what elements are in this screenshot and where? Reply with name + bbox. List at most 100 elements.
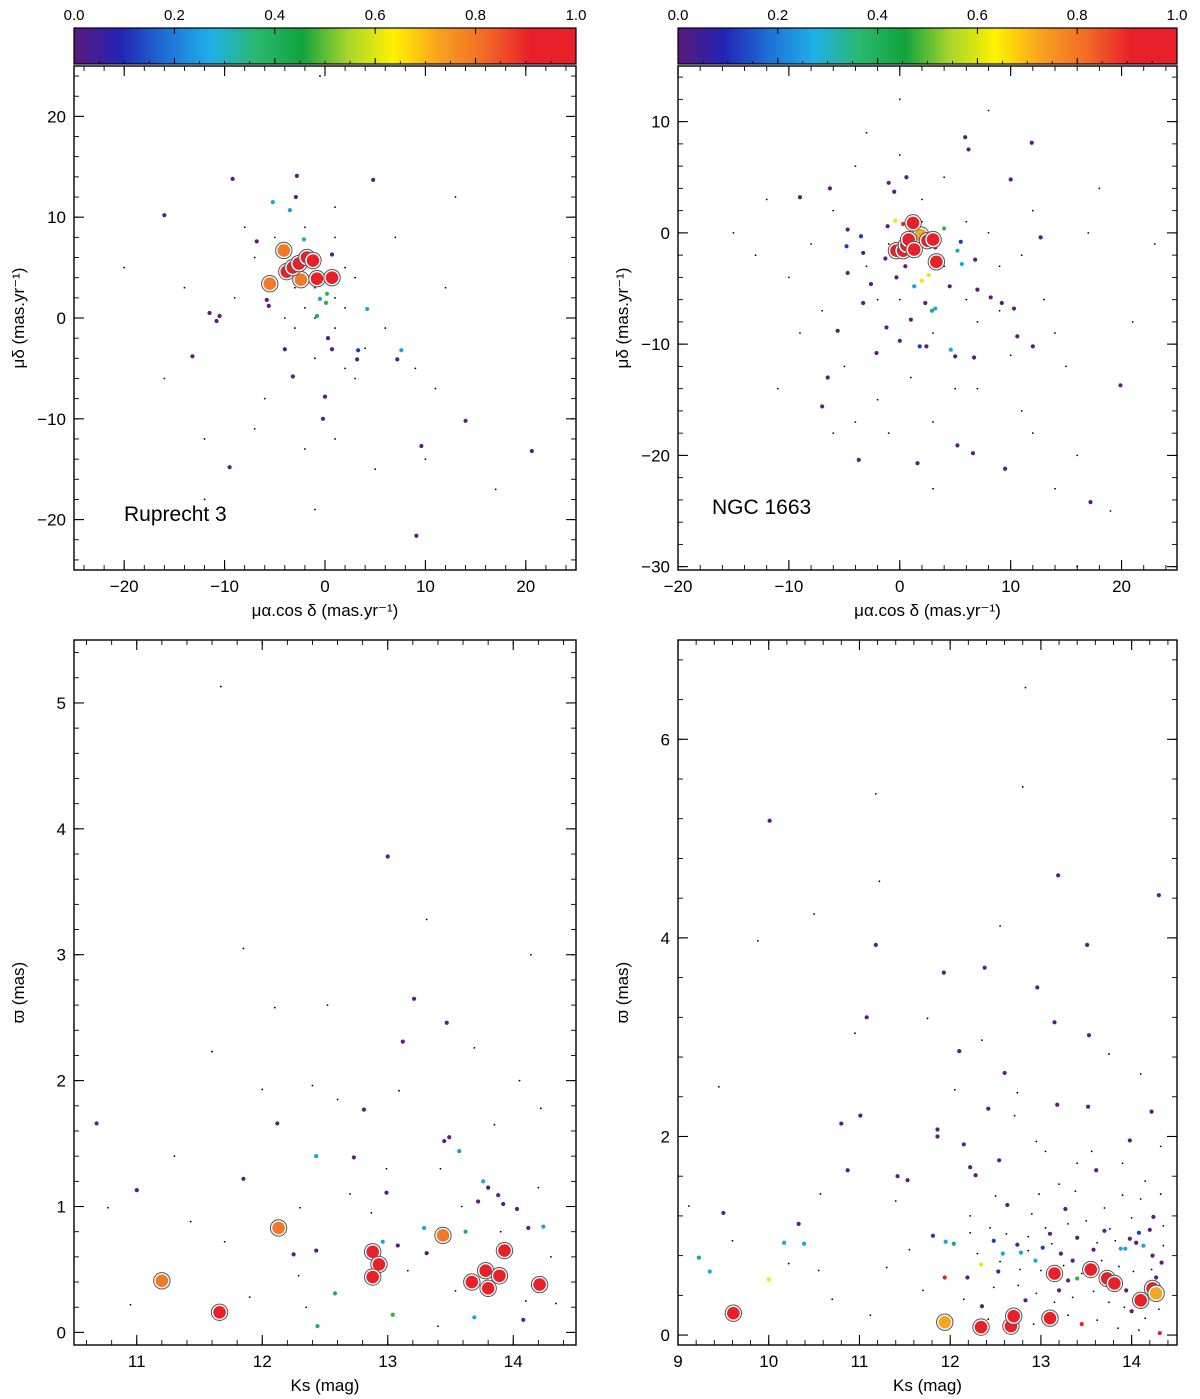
member-star	[907, 243, 921, 256]
background-star	[885, 1266, 888, 1269]
colorbar-tick-label: 0.8	[465, 7, 486, 24]
background-star	[273, 236, 276, 239]
background-star	[1067, 1314, 1070, 1317]
star-point	[917, 344, 922, 349]
star-point	[442, 1138, 447, 1144]
background-star	[454, 196, 457, 198]
star-point	[463, 1229, 468, 1234]
background-star	[1020, 254, 1023, 257]
star-point	[1127, 1236, 1132, 1241]
colorbar-1: 0.0 0.2 0.4 0.6 0.8 1.0	[668, 7, 1187, 65]
member-star	[906, 216, 920, 230]
star-point	[1075, 1276, 1080, 1281]
star-point	[486, 1185, 491, 1190]
background-star	[999, 925, 1001, 927]
x-tick-label: 10	[1001, 577, 1020, 596]
background-star	[524, 1300, 527, 1302]
x-tick-label: 12	[253, 1352, 272, 1371]
star-point	[942, 1275, 947, 1280]
member-star	[306, 254, 320, 267]
background-star	[999, 1260, 1001, 1263]
background-star	[439, 1167, 442, 1170]
background-star	[1076, 1162, 1079, 1165]
star-point	[419, 443, 424, 449]
star-point	[390, 1312, 395, 1317]
background-star	[810, 243, 812, 245]
star-point	[999, 300, 1004, 306]
colorbar-tick-label: 0.4	[264, 7, 285, 24]
member-star	[1048, 1267, 1061, 1280]
star-point	[1033, 1258, 1038, 1263]
background-star	[437, 1325, 439, 1328]
star-point	[481, 1179, 486, 1184]
star-point	[845, 270, 850, 276]
colorbar-rect	[73, 27, 577, 65]
background-star	[394, 236, 397, 239]
star-point	[323, 300, 329, 305]
star-point	[963, 135, 968, 140]
data-points	[687, 686, 1165, 1336]
star-point	[1029, 140, 1034, 145]
background-star	[499, 1230, 502, 1233]
background-star	[1019, 1268, 1021, 1271]
plot-frame	[73, 65, 577, 571]
background-star	[1096, 1319, 1099, 1322]
background-star	[1109, 510, 1112, 512]
star-point	[291, 1252, 296, 1257]
star-point	[1091, 1247, 1096, 1252]
background-star	[123, 266, 126, 269]
member-star	[436, 1229, 450, 1242]
star-point	[294, 173, 299, 178]
colorbar-tick-label: 0.4	[867, 7, 888, 24]
star-point	[1124, 1288, 1129, 1293]
star-point	[915, 461, 920, 466]
y-tick-label: −30	[641, 558, 670, 577]
star-point	[1052, 1020, 1057, 1025]
y-tick-label: 20	[47, 107, 66, 126]
star-point	[930, 1233, 936, 1238]
background-star	[969, 1231, 972, 1234]
background-star	[898, 154, 901, 156]
background-star	[273, 1006, 276, 1009]
star-point	[521, 1317, 526, 1322]
star-point	[858, 234, 864, 239]
star-point	[904, 175, 909, 180]
background-star	[717, 1085, 720, 1088]
star-point	[861, 300, 866, 306]
star-point	[1156, 893, 1161, 898]
star-point	[472, 1315, 477, 1320]
background-star	[537, 1186, 540, 1189]
y-axis-label: μδ (mas.yr⁻¹)	[613, 268, 632, 369]
star-point	[973, 257, 978, 262]
y-axis-label: μδ (mas.yr⁻¹)	[9, 268, 28, 369]
star-point	[782, 1240, 787, 1245]
star-point	[1118, 1246, 1123, 1251]
member-star	[493, 1269, 506, 1283]
background-star	[173, 1155, 176, 1158]
star-point	[864, 1015, 869, 1020]
member-star	[1084, 1263, 1098, 1276]
background-star	[832, 432, 835, 435]
star-point	[290, 374, 295, 379]
background-star	[314, 286, 316, 289]
star-point	[1015, 1242, 1020, 1247]
star-point	[844, 244, 849, 249]
background-star	[813, 913, 815, 915]
background-star	[203, 498, 206, 501]
background-star	[909, 376, 912, 379]
background-star	[189, 1220, 192, 1223]
panel-bottom-right: 9 10 11 12 13 14 0 2 4 6 Ks (mag) ϖ (mas)	[613, 639, 1178, 1395]
background-star	[854, 421, 857, 423]
x-tick-label: −20	[110, 577, 139, 596]
star-point	[254, 239, 259, 244]
star-point	[217, 313, 222, 319]
star-point	[320, 416, 326, 421]
star-point	[707, 1269, 712, 1274]
background-star	[444, 286, 447, 289]
star-point	[1118, 383, 1123, 388]
y-tick-label: 0	[57, 1323, 66, 1342]
background-star	[319, 75, 321, 77]
star-point	[385, 854, 390, 859]
background-star	[1017, 1284, 1020, 1287]
